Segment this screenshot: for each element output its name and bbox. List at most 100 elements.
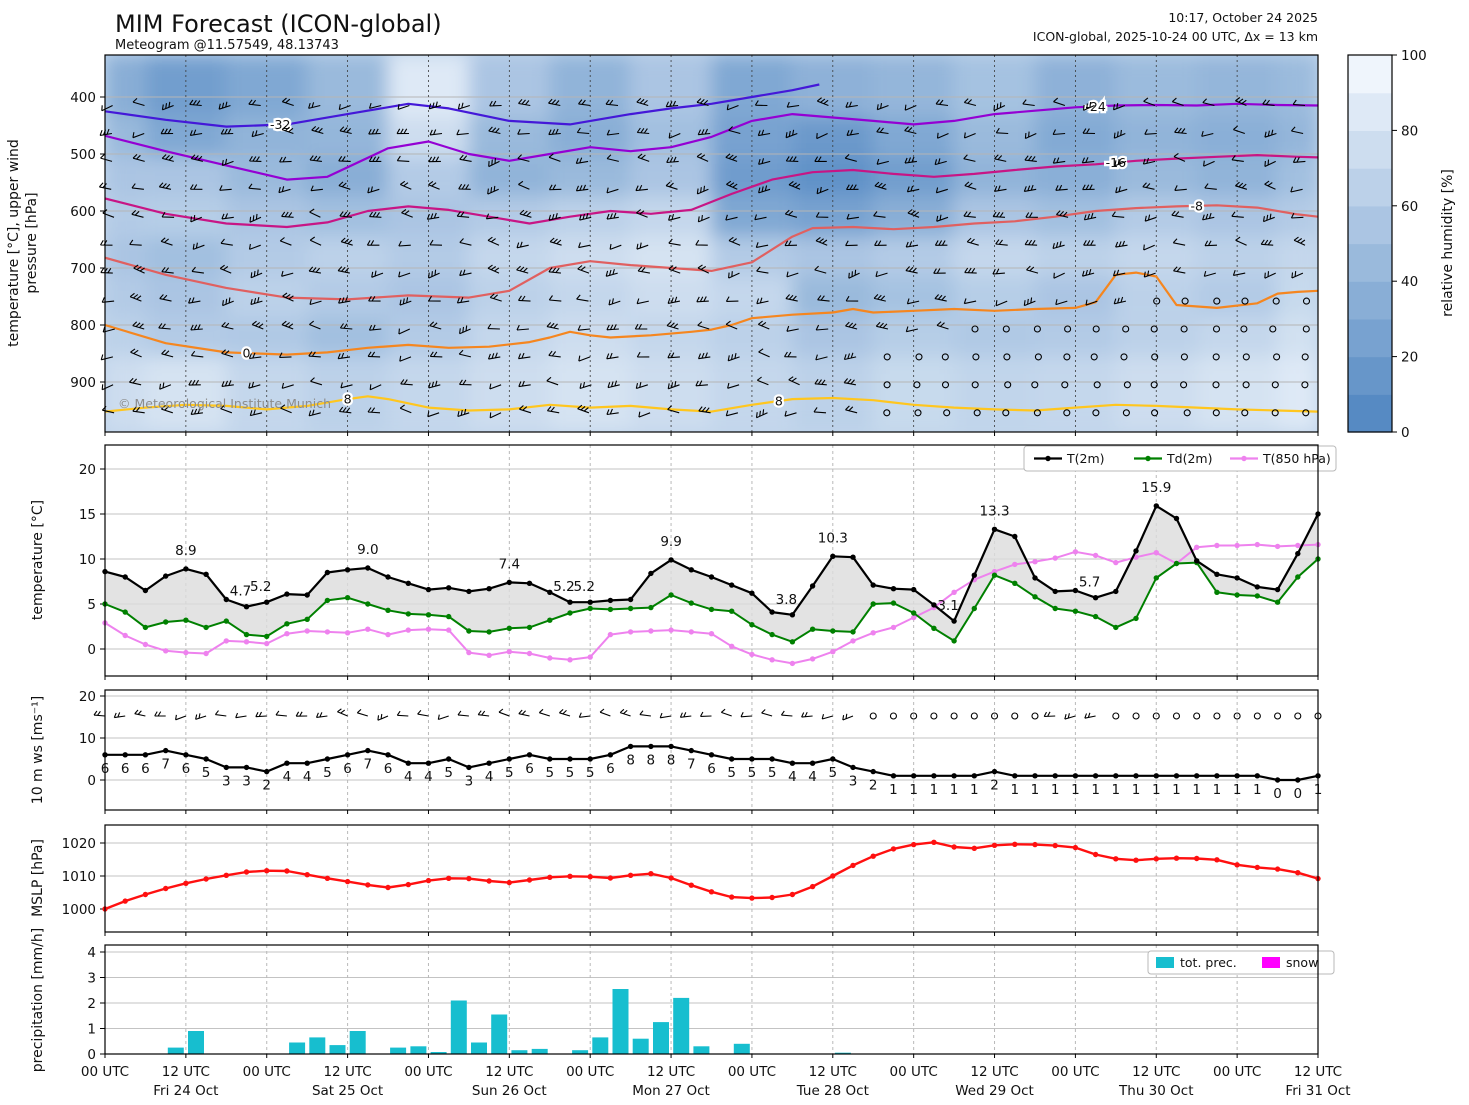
wind-barb: [188, 379, 201, 386]
mslp-marker: [688, 882, 694, 888]
wind-barb: [396, 128, 410, 135]
wind-barb: [725, 320, 738, 330]
t850-marker: [344, 630, 351, 636]
ws-barb: [214, 710, 227, 717]
td2m-marker: [850, 629, 856, 635]
day-label: Sun 26 Oct: [472, 1083, 547, 1099]
wind-barb: [845, 405, 858, 414]
wind-barb: [190, 215, 203, 223]
ws-value-label: 6: [606, 761, 615, 777]
t2m-marker: [1295, 550, 1301, 557]
precip-bar: [471, 1042, 487, 1054]
wind-barb: [161, 266, 174, 274]
wind-barb: [367, 186, 380, 194]
wind-barb: [578, 355, 591, 362]
y-tick-label: 1000: [62, 902, 96, 918]
mslp-marker: [830, 873, 836, 879]
t2m-marker: [506, 579, 512, 586]
wind-barb: [1143, 244, 1155, 251]
wind-barb: [605, 99, 619, 107]
wind-barb: [161, 211, 175, 218]
contour-label: 8: [344, 392, 352, 407]
t2m-marker: [890, 586, 897, 592]
wind-barb: [99, 128, 112, 136]
t2m-marker: [486, 586, 492, 592]
wind-barb: [1083, 240, 1096, 246]
day-label: Wed 29 Oct: [955, 1083, 1034, 1099]
min-temp-annotation: 3.8: [776, 592, 797, 608]
wind-barb: [160, 128, 174, 135]
ws-barb: [337, 708, 348, 717]
wind-barb: [398, 271, 411, 278]
wind-barb: [963, 211, 976, 218]
ws-barb: [1084, 712, 1096, 719]
td2m-marker: [567, 610, 573, 616]
t850-marker: [506, 649, 512, 655]
mslp-marker: [587, 874, 593, 880]
td2m-marker: [163, 619, 169, 625]
wind-barb: [1235, 236, 1247, 246]
wind-barb: [1142, 182, 1155, 190]
ws-value-label: 4: [283, 769, 292, 785]
legend-label: T(2m): [1066, 451, 1105, 466]
td2m-marker: [243, 631, 250, 638]
y-tick-label: 0: [87, 1047, 96, 1063]
t2m-marker: [789, 612, 796, 618]
contour-label: 8: [775, 394, 783, 409]
ws-barb: [437, 714, 449, 721]
wind-barb: [963, 298, 977, 305]
ws-marker: [1274, 777, 1281, 783]
mslp-marker: [506, 879, 512, 886]
calm-circle: [1153, 297, 1161, 305]
wind-barb: [606, 187, 619, 194]
t2m-marker: [1032, 575, 1038, 581]
ws-value-label: 1: [1071, 782, 1080, 798]
t2m-marker: [567, 599, 573, 605]
wind-barb: [1082, 184, 1095, 191]
precip-legend: tot. prec. snow: [1147, 950, 1335, 975]
ws-marker: [243, 764, 250, 771]
wind-barb: [516, 265, 529, 274]
t850-marker: [830, 649, 836, 655]
ws-barb: [578, 712, 591, 718]
wind-barb: [873, 211, 886, 218]
ws-marker: [304, 760, 310, 766]
wind-barb: [844, 154, 857, 162]
max-temp-annotation: 10.3: [818, 530, 848, 546]
ws-marker: [425, 760, 432, 766]
t2m-marker: [547, 589, 553, 595]
td2m-marker: [466, 628, 472, 634]
td2m-marker: [223, 618, 229, 624]
calm-circle: [1241, 409, 1249, 417]
ws-barb: [195, 713, 207, 720]
wind-barb: [1260, 239, 1274, 246]
td2m-marker: [1052, 605, 1058, 612]
wind-barb: [1113, 129, 1126, 139]
wind-barb: [754, 214, 767, 221]
calm-circle: [1090, 353, 1098, 361]
ws-marker: [122, 752, 128, 758]
td2m-marker: [122, 609, 128, 615]
td2m-marker: [729, 608, 735, 614]
wind-barb: [995, 127, 1009, 135]
contour-line: [105, 204, 1318, 301]
t850-marker: [729, 643, 735, 649]
wind-barb: [1264, 180, 1276, 190]
calm-circle: [1003, 353, 1011, 361]
wind-barb: [426, 212, 440, 220]
t2m-marker: [1214, 571, 1220, 577]
colorbar-segment: [1348, 281, 1392, 320]
wind-barb: [697, 215, 710, 223]
mslp-marker: [284, 868, 290, 874]
wind-barb: [517, 154, 530, 162]
y-tick-label: 10: [79, 552, 96, 568]
precip-bar: [673, 997, 690, 1054]
wind-barb: [634, 323, 648, 330]
wind-barb: [280, 404, 292, 414]
min-temp-annotation: 3.1: [937, 598, 958, 614]
t2m-marker: [1254, 584, 1261, 590]
calm-circle: [1093, 381, 1101, 389]
wind-barb: [963, 132, 976, 139]
t850-marker: [708, 631, 715, 637]
wind-barb: [905, 266, 918, 274]
